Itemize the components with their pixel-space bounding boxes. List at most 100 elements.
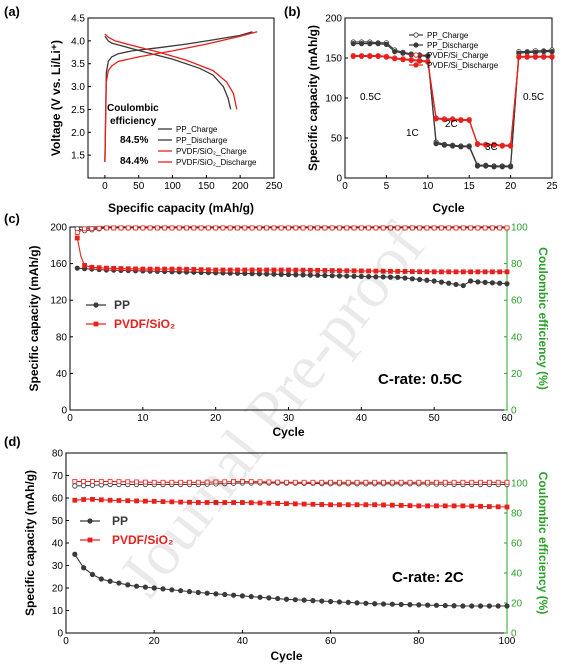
panel-b-point-3 xyxy=(474,141,481,147)
panel-d-point-0 xyxy=(372,601,378,607)
panel-c-y-tick-label: 200 xyxy=(50,223,67,234)
panel-d-point-1 xyxy=(381,502,386,508)
panel-c-y-tick-label: 80 xyxy=(56,332,68,343)
panel-c-point-3 xyxy=(490,225,495,231)
panel-a-series-line-2 xyxy=(104,31,258,163)
panel-d-point-3 xyxy=(231,479,236,485)
panel-c-point-0 xyxy=(336,273,343,279)
panel-a: (a) 0 50 100 150 200 250 1.5 2.0 2.5 3.0 3.5 4.0 4.5 S… xyxy=(4,4,283,215)
panel-c-point-0 xyxy=(438,279,445,285)
panel-c-point-1 xyxy=(205,267,211,273)
panel-a-series-line-1 xyxy=(104,35,232,110)
panel-c-point-3 xyxy=(468,225,473,231)
panel-c-point-1 xyxy=(235,267,240,273)
panel-d-point-3 xyxy=(195,479,201,485)
panel-c-point-1 xyxy=(220,267,226,273)
panel-c-point-1 xyxy=(431,269,437,275)
panel-d-point-3 xyxy=(134,479,139,485)
panel-c-legend-label-pp: PP xyxy=(114,298,130,312)
panel-d-point-1 xyxy=(187,499,192,505)
panel-d-point-0 xyxy=(186,588,193,595)
panel-a-y-tick-label: 3.0 xyxy=(71,82,85,93)
panel-c-x-tick-label: 40 xyxy=(356,413,368,424)
panel-d-right-tick-label: 100 xyxy=(511,479,528,490)
panel-d-point-1 xyxy=(98,497,104,503)
panel-b-point-1 xyxy=(383,41,389,48)
panel-d-point-0 xyxy=(451,603,457,609)
panel-b-point-3 xyxy=(408,57,414,64)
panel-d-x-tick-label: 40 xyxy=(237,636,249,647)
panel-c-point-0 xyxy=(329,273,335,279)
panel-a-series-line-0 xyxy=(104,31,253,163)
panel-b-legend-marker xyxy=(413,42,419,48)
panel-c-point-3 xyxy=(220,225,226,231)
panel-d-point-3 xyxy=(381,479,386,485)
panel-d-point-1 xyxy=(486,504,492,509)
panel-b-x-tick-label: 15 xyxy=(464,181,476,192)
panel-b-legend-label: PVDF/Si_Charge xyxy=(427,51,489,60)
panel-d-x-axis-label: Cycle xyxy=(270,649,302,663)
panel-d-point-0 xyxy=(292,597,298,603)
panel-a-series-line-3 xyxy=(104,33,238,110)
panel-c-x-tick-label: 0 xyxy=(67,413,73,424)
panel-d-point-3 xyxy=(98,479,104,484)
panel-b-y-tick-label: 50 xyxy=(331,134,343,145)
panel-c-point-3 xyxy=(205,225,211,231)
panel-b-x-tick-label: 10 xyxy=(422,181,434,192)
panel-d-point-3 xyxy=(178,479,184,485)
panel-c-point-1 xyxy=(366,268,372,274)
panel-c-point-3 xyxy=(176,225,182,231)
panel-d-point-3 xyxy=(142,479,148,485)
panel-d-point-1 xyxy=(125,498,131,504)
panel-d-point-3 xyxy=(389,479,395,485)
panel-d-point-1 xyxy=(222,500,228,505)
panel-c-point-3 xyxy=(147,225,153,231)
panel-d-point-1 xyxy=(310,501,316,507)
panel-d-point-0 xyxy=(442,602,448,609)
panel-d-point-3 xyxy=(292,479,298,485)
panel-b-legend-marker xyxy=(413,52,419,58)
panel-d-series-line-1 xyxy=(74,498,508,508)
panel-d-point-3 xyxy=(266,479,272,485)
panel-b-point-1 xyxy=(474,163,481,169)
panel-c-point-1 xyxy=(162,266,168,272)
panel-c-right-tick-label: 60 xyxy=(511,296,523,307)
panel-d-point-1 xyxy=(81,497,87,502)
panel-c-point-1 xyxy=(213,267,219,273)
panel-b-point-3 xyxy=(416,58,423,64)
panel-a-plot-frame xyxy=(87,17,275,179)
panel-d-y-tick-label: 20 xyxy=(52,584,64,595)
panel-d-point-3 xyxy=(495,479,501,485)
panel-c-point-1 xyxy=(147,266,153,272)
panel-d-point-1 xyxy=(301,501,307,507)
panel-d-point-0 xyxy=(336,599,343,605)
panel-c-point-1 xyxy=(307,267,313,273)
panel-c-legend-marker-pvdf xyxy=(93,321,99,327)
panel-d-point-3 xyxy=(90,479,95,484)
panel-a-ce-pp: 84.5% xyxy=(120,135,148,146)
panel-d-point-1 xyxy=(328,502,334,508)
panel-c-point-3 xyxy=(351,225,357,231)
panel-d-point-3 xyxy=(442,479,448,485)
panel-d-point-0 xyxy=(345,599,351,606)
panel-d-point-1 xyxy=(134,498,139,504)
panel-a-ce-title: Coulombic xyxy=(107,103,159,114)
panel-d-point-0 xyxy=(275,595,281,602)
panel-d-point-0 xyxy=(142,584,148,590)
panel-d-point-3 xyxy=(72,479,78,484)
panel-c-point-0 xyxy=(271,271,277,277)
panel-d-point-1 xyxy=(204,500,210,505)
panel-d-point-3 xyxy=(486,479,492,485)
panel-c-point-1 xyxy=(242,267,248,273)
panel-a-legend-label: PVDF/SiO₂_Charge xyxy=(176,147,247,156)
panel-c-point-0 xyxy=(74,265,80,271)
panel-d-point-1 xyxy=(151,498,157,504)
panel-b-x-tick-label: 20 xyxy=(505,181,517,192)
panel-c-point-1 xyxy=(256,267,262,273)
panel-c-point-3 xyxy=(380,225,386,231)
panel-a-y-tick-label: 4.0 xyxy=(71,36,85,47)
panel-d-x-tick-label: 20 xyxy=(149,636,161,647)
panel-b-point-3 xyxy=(466,117,472,124)
panel-c-point-0 xyxy=(315,272,321,278)
panel-c-point-3 xyxy=(242,225,248,231)
